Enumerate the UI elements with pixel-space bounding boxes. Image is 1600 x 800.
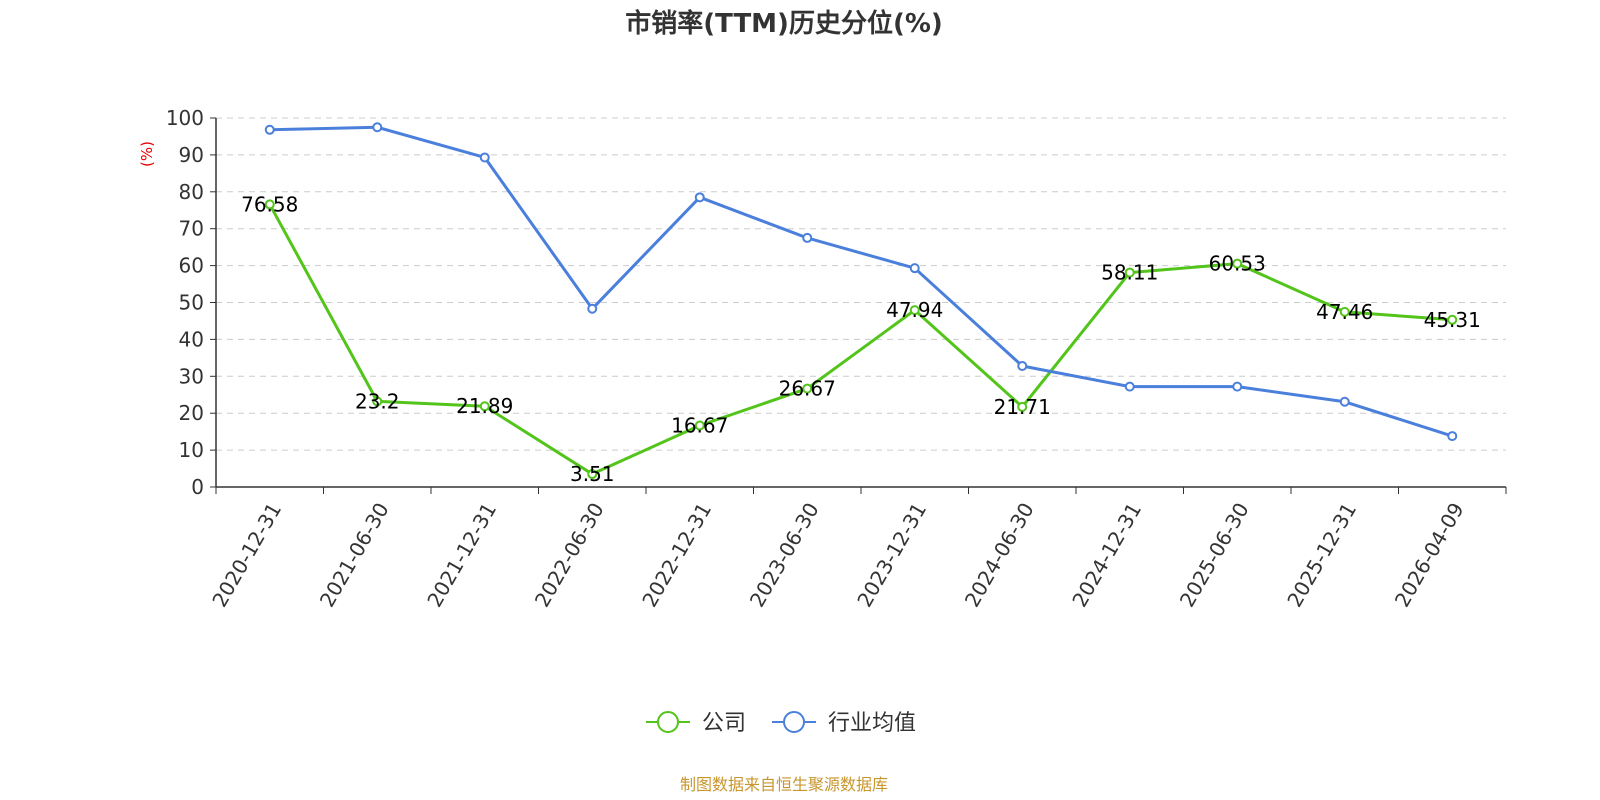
x-tick-label: 2021-12-31 [422,499,501,612]
y-tick-label: 70 [179,217,204,241]
legend-marker [783,711,806,733]
data-label: 16.67 [671,413,728,437]
industry-avg-point [264,124,275,135]
company-point [372,396,383,407]
y-tick-label: 80 [179,180,204,204]
company-point [802,383,813,394]
data-label: 47.46 [1316,300,1373,324]
axes: 0 10 20 30 40 50 60 70 80 90 100 2020-12-31 2021-06-… [166,106,1507,612]
y-tick-label: 0 [191,475,204,499]
industry-avg-point [372,122,383,133]
industry-avg-point [1017,360,1028,371]
legend-item-company: 公司 [646,711,746,736]
x-tick-label: 2025-12-31 [1282,499,1361,612]
legend-item-industry-avg: 行业均值 [772,711,916,736]
company-line [268,203,1453,476]
x-tick-label: 2022-12-31 [637,499,716,612]
x-tick-label: 2022-06-30 [530,499,609,612]
company-point [1232,258,1243,269]
y-tick-label: 50 [179,291,204,315]
company-point [694,420,705,431]
y-axis-label: (%) [138,141,156,167]
industry-avg-point [1232,381,1243,392]
x-tick-label: 2024-06-30 [960,499,1039,612]
industry-avg-point [909,263,920,274]
series-lines [264,122,1458,480]
y-tick-label: 10 [179,438,204,462]
data-label: 58.11 [1101,261,1158,285]
industry-avg-line [269,125,1453,438]
y-tick-label: 40 [179,327,204,351]
y-tick-label: 100 [166,106,204,130]
data-label: 23.2 [355,389,400,413]
industry-avg-point [1124,381,1135,392]
y-tick-label: 30 [179,364,204,388]
legend-marker [657,711,679,733]
data-label: 21.89 [456,394,513,418]
x-tick-label: 2026-04-09 [1390,499,1469,612]
company-point [587,469,598,480]
y-tick-label: 20 [179,401,204,425]
industry-avg-point [1447,431,1458,442]
industry-avg-point [479,152,490,163]
chart-title: 市销率(TTM)历史分位(%) [625,8,943,39]
company-point [1017,401,1028,412]
data-label: 26.67 [779,377,836,401]
company-point [1124,267,1135,278]
data-label: 21.71 [994,395,1051,419]
company-point [909,305,920,316]
x-tick-label: 2024-12-31 [1067,499,1146,612]
y-tick-label: 90 [179,143,204,167]
x-tick-label: 2023-06-30 [745,499,824,612]
source-note: 制图数据来自恒生聚源数据库 [680,775,888,794]
x-tick-label: 2021-06-30 [315,499,394,612]
company-point [264,199,275,210]
y-tick-label: 60 [179,254,204,278]
data-label: 47.94 [886,298,943,322]
company-point [1447,314,1458,325]
industry-avg-point [694,192,705,203]
data-label: 76.58 [241,192,298,216]
grid-lines [216,117,1506,451]
data-label: 45.31 [1424,308,1481,332]
legend: 公司 行业均值 [646,711,916,736]
x-tick-label: 2020-12-31 [207,499,286,612]
legend-label: 行业均值 [828,711,916,736]
industry-avg-point [587,303,598,314]
company-point [479,401,490,412]
industry-avg-point [1339,396,1350,407]
legend-label: 公司 [702,711,746,736]
data-label: 60.53 [1209,252,1266,276]
data-label: 3.51 [570,462,615,486]
company-point [1339,306,1350,317]
x-tick-label: 2025-06-30 [1175,499,1254,612]
x-tick-label: 2023-12-31 [852,499,931,612]
industry-avg-point [802,232,813,243]
data-labels: 76.58 23.2 21.89 3.51 16.67 26.67 47.94 21.71 58… [241,192,1481,486]
